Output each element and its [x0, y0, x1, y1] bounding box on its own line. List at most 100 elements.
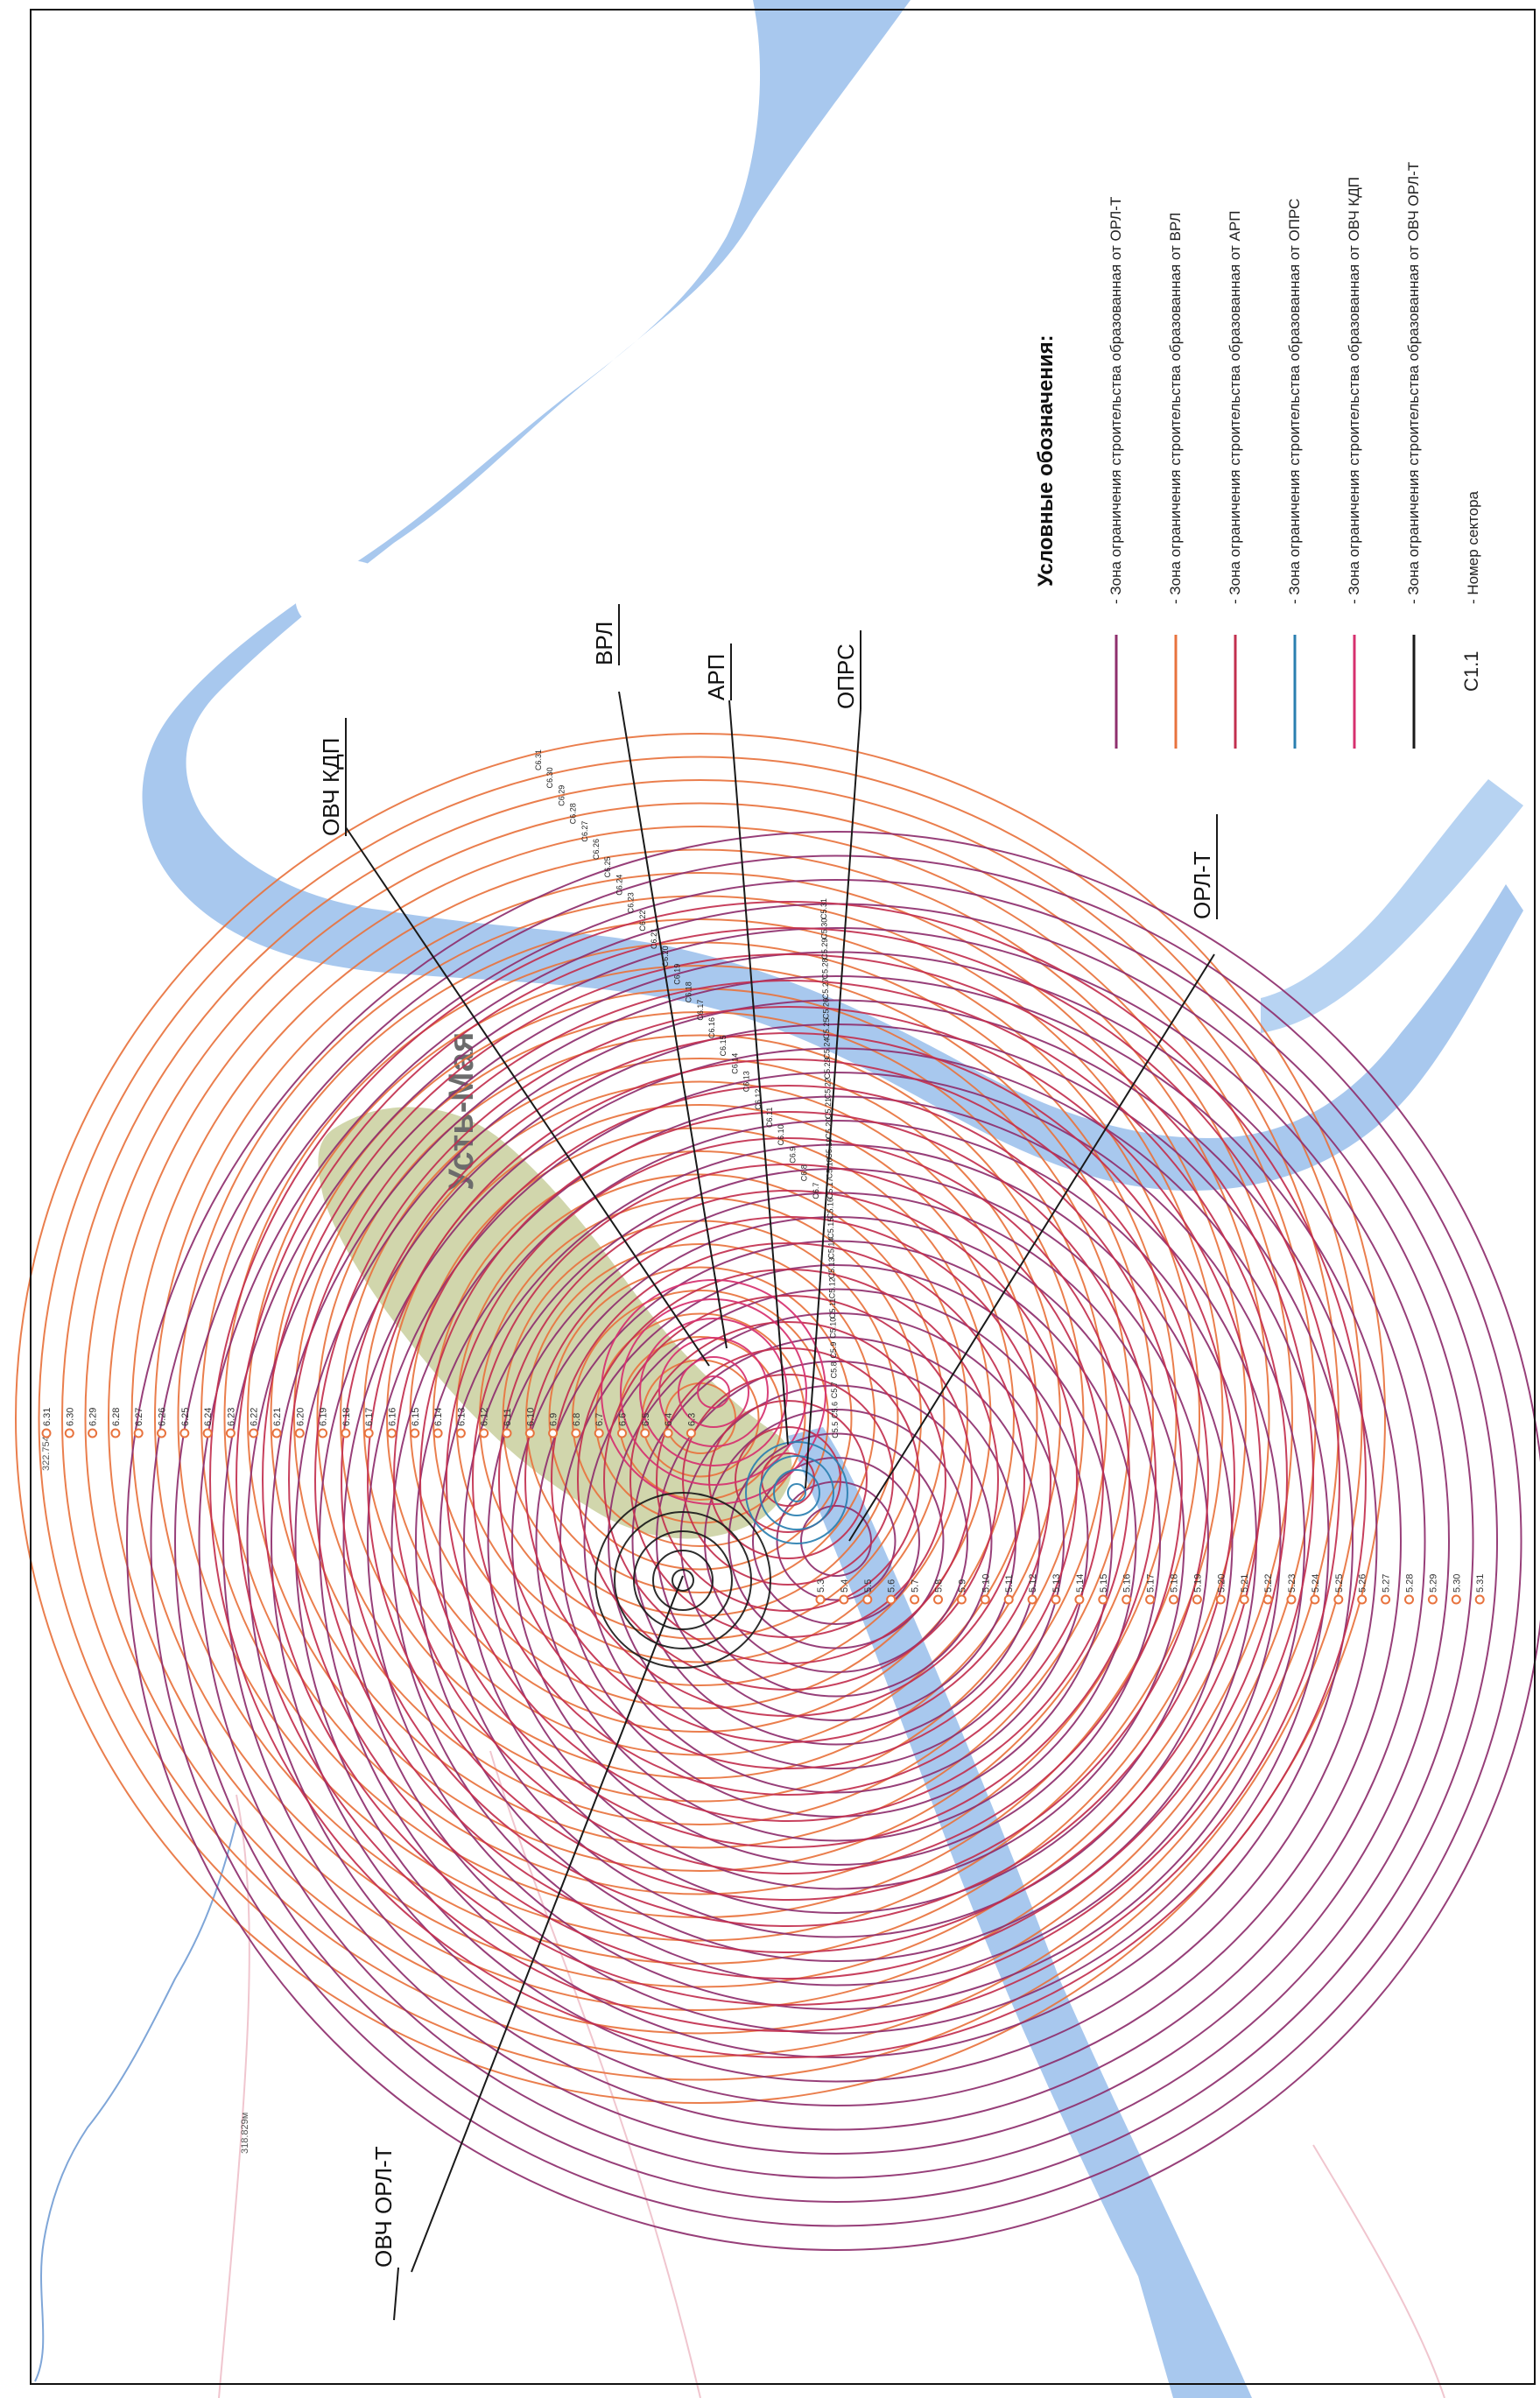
orl-sector-marker	[1381, 1594, 1391, 1605]
c5-sector-label: С5.24	[823, 1038, 832, 1059]
c5-sector-label: С5.9	[829, 1342, 838, 1359]
c5-sector-label: С5.10	[829, 1318, 838, 1339]
orl-sector-marker	[1074, 1594, 1085, 1605]
arp-zone-ring	[603, 1295, 973, 1664]
legend: Условные обозначения: - Зона ограничения …	[1016, 0, 1537, 770]
vrl-zone-ring	[455, 1173, 946, 1663]
orl-sector-label: 5.28	[1405, 1574, 1416, 1593]
ovch_kdp-zone-ring	[697, 1375, 730, 1409]
arp-zone-ring	[551, 1242, 1025, 1717]
sector-legend-symbol: С1.1	[1460, 651, 1482, 692]
oprs-zone-ring	[787, 1483, 806, 1502]
ovch_orl_t-ray	[411, 1575, 684, 2273]
vrl-sector-label: 6.10	[525, 1408, 536, 1426]
vrl-zone-ring	[84, 802, 1317, 2035]
c5-sector-label: С5.18	[826, 1157, 834, 1178]
arp-zone-ring	[262, 953, 1314, 2006]
vrl-sector-label: 6.18	[341, 1408, 352, 1426]
river	[142, 0, 1523, 2398]
c5-sector-label: С5.25	[822, 1018, 831, 1039]
arp-label: АРП	[703, 654, 729, 700]
vrl-zone-ring	[594, 1312, 806, 1524]
c6-sector-label: С6.10	[777, 1124, 785, 1145]
orl-sector-marker	[910, 1594, 920, 1605]
c5-sector-label: С5.8	[830, 1361, 839, 1378]
orl_t-zone-ring	[174, 879, 1498, 2203]
vrl-zone-ring	[340, 1058, 1061, 1779]
river-main	[142, 0, 1523, 1191]
c6-sector-label: С6.7	[812, 1183, 820, 1199]
orl-sector-label: 5.26	[1358, 1574, 1368, 1593]
vrl-sector-marker	[479, 1428, 489, 1438]
orl_t-zone-ring	[294, 999, 1378, 2083]
ovch_orl_t-legend-text: - Зона ограничения строительства образов…	[1405, 162, 1422, 604]
orl-sector-marker	[1145, 1594, 1156, 1605]
ovch_kdp-ray	[345, 826, 710, 1367]
vrl-zone-ring	[15, 733, 1386, 2104]
vrl-sector-label: 6.11	[503, 1408, 513, 1426]
vrl-zone-ring	[108, 826, 1293, 2011]
c6-sector-label: С6.26	[592, 839, 601, 860]
orl-sector-label: 5.18	[1170, 1574, 1180, 1593]
orl-sector-label: 5.16	[1122, 1574, 1133, 1593]
c6-sector-label: С6.22	[638, 911, 647, 932]
arp-zone-ring	[367, 1058, 1209, 1901]
vrl-zone-ring	[525, 1243, 875, 1593]
arp-zone-ring	[288, 980, 1288, 1980]
orl_t-zone-ring	[271, 975, 1402, 2106]
vrl-sector-marker	[502, 1428, 512, 1438]
arp-ray	[728, 700, 789, 1445]
c6-sector-label: С6.15	[719, 1035, 728, 1056]
stream-line	[34, 1820, 237, 2382]
orl-sector-label: 5.3	[816, 1579, 826, 1593]
island	[394, 268, 548, 370]
c5-sector-label: С5.21	[824, 1098, 833, 1119]
vrl-label: ВРЛ	[591, 622, 617, 665]
orl-sector-label: 5.31	[1475, 1574, 1486, 1593]
vrl-sector-label: 6.7	[594, 1413, 605, 1426]
arp-zone-ring	[446, 1137, 1130, 1822]
ovch_kdp-label: ОВЧ КДП	[318, 738, 344, 836]
c6-sector-label: С6.20	[661, 946, 670, 967]
orl-sector-marker	[1333, 1594, 1344, 1605]
orl-sector-label: 5.27	[1382, 1574, 1392, 1593]
arp-legend-text: - Зона ограничения строительства образов…	[1227, 211, 1243, 604]
arp-zone-ring	[498, 1190, 1078, 1769]
orl_t-zone-ring	[776, 1480, 897, 1601]
orl-sector-marker	[886, 1594, 897, 1605]
orl_t-zone-ring	[608, 1312, 1065, 1769]
c5-sector-label: С5.26	[822, 998, 831, 1019]
distance-label: 318.829м	[240, 2113, 250, 2154]
vrl-zone-ring	[409, 1127, 992, 1710]
vrl-sector-label: 6.23	[226, 1408, 236, 1426]
c6-sector-label: С6.23	[627, 892, 636, 913]
c6-sector-label: С6.27	[580, 821, 589, 842]
oprs-zone-ring	[759, 1455, 834, 1530]
vrl-sector-marker	[387, 1428, 397, 1438]
vrl-sector-marker	[271, 1428, 282, 1438]
ovch_orl_t-zone-ring	[594, 1492, 771, 1669]
arp-zone-ring	[236, 927, 1340, 2032]
ovch_kdp-zone-ring	[620, 1298, 807, 1486]
vrl-sector-label: 6.25	[180, 1408, 191, 1426]
orl_t-zone-ring	[439, 1143, 1234, 1938]
orl-sector-marker	[1003, 1594, 1014, 1605]
vrl-zone-ring	[177, 895, 1224, 1942]
orl-sector-marker	[815, 1594, 826, 1605]
c6-sector-label: С6.25	[603, 856, 612, 877]
c5-sector-label: С5.6	[831, 1402, 840, 1418]
c5-sector-label: С5.27	[821, 978, 830, 999]
ovch_orl_t-label-underline	[393, 2267, 399, 2321]
orl_t-label: ОРЛ-Т	[1189, 851, 1215, 919]
vrl-sector-label: 6.31	[42, 1408, 53, 1426]
c6-sector-label: С6.19	[672, 964, 681, 985]
roads	[218, 1750, 1445, 2398]
legend-title: Условные обозначения:	[1034, 334, 1058, 587]
c6-sector-label: С6.28	[569, 803, 578, 824]
c5-sector-label: С5.7	[830, 1382, 839, 1398]
vrl-sector-marker	[571, 1428, 581, 1438]
arp-zone-ring	[393, 1085, 1183, 1874]
orl-sector-marker	[1474, 1594, 1485, 1605]
ovch_kdp-zone-ring	[601, 1279, 826, 1505]
